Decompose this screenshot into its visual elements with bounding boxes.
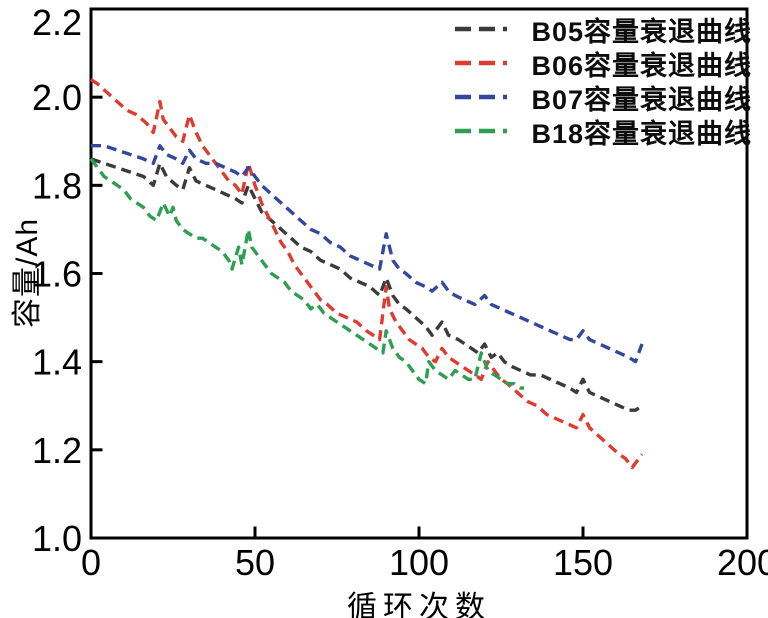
y-tick-label: 1.0 bbox=[32, 518, 82, 559]
y-tick-label: 1.8 bbox=[32, 165, 82, 206]
legend-label-b06: B06容量衰退曲线 bbox=[531, 50, 752, 81]
x-axis: 0 50 100 150 200 bbox=[81, 526, 768, 583]
dashed-line-icon bbox=[455, 128, 522, 134]
b07-capacity-curve bbox=[91, 144, 644, 364]
dashed-line-icon bbox=[455, 94, 522, 100]
legend-item-b18: B18容量衰退曲线 bbox=[453, 114, 752, 149]
legend-label-b05: B05容量衰退曲线 bbox=[531, 16, 752, 47]
x-tick-label: 200 bbox=[717, 542, 768, 583]
y-tick-label: 2.2 bbox=[32, 2, 82, 43]
x-axis-title: 循环次数 bbox=[347, 591, 491, 618]
x-tick-label: 50 bbox=[235, 542, 275, 583]
legend-item-b06: B06容量衰退曲线 bbox=[453, 46, 752, 81]
dashed-line-icon bbox=[455, 60, 522, 66]
legend: B05容量衰退曲线 B06容量衰退曲线 B07容量衰退曲线 B18容量衰退曲线 bbox=[453, 12, 752, 149]
x-tick-label: 150 bbox=[553, 542, 613, 583]
b05-capacity-curve bbox=[90, 157, 643, 412]
plot-border bbox=[89, 7, 749, 540]
b18-capacity-curve bbox=[89, 157, 524, 390]
x-tick-label: 0 bbox=[81, 542, 101, 583]
y-tick-label: 1.4 bbox=[32, 342, 82, 383]
y-tick-label: 1.2 bbox=[32, 430, 82, 471]
x-tick-label: 100 bbox=[389, 542, 449, 583]
legend-label-b07: B07容量衰退曲线 bbox=[531, 84, 752, 115]
y-axis: 1.0 1.2 1.4 1.6 1.8 2.0 2.2 bbox=[32, 2, 103, 559]
b06-capacity-curve bbox=[90, 78, 644, 470]
y-tick-label: 2.0 bbox=[32, 77, 82, 118]
y-axis-title: 容量/Ah bbox=[11, 217, 44, 329]
legend-label-b18: B18容量衰退曲线 bbox=[531, 118, 752, 149]
legend-item-b05: B05容量衰退曲线 bbox=[453, 12, 752, 47]
y-tick-label: 1.6 bbox=[32, 254, 82, 295]
dashed-line-icon bbox=[455, 26, 522, 32]
legend-item-b07: B07容量衰退曲线 bbox=[453, 80, 752, 115]
